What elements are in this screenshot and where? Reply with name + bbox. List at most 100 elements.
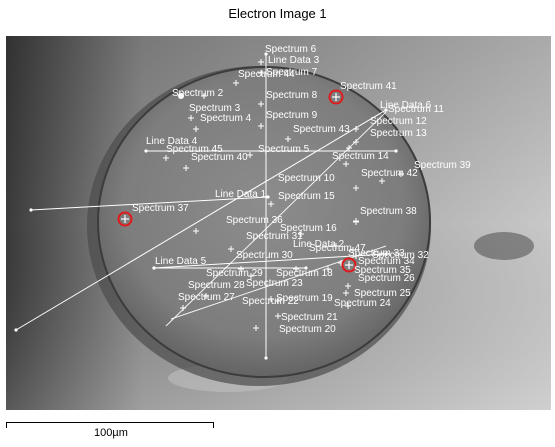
spectrum-marker-s30 [228, 246, 234, 252]
spectrum-label-s31: Spectrum 31 [246, 231, 303, 242]
spectrum-marker-s3 [188, 115, 194, 121]
surface-dark-spot [474, 232, 534, 260]
spectrum-label-s22: Spectrum 22 [242, 296, 299, 307]
spectrum-marker-s45 [163, 155, 169, 161]
spectrum-label-s4: Spectrum 4 [200, 113, 252, 124]
image-title: Electron Image 1 [228, 6, 327, 21]
line-endpoint [384, 108, 388, 112]
spectrum-label-s23: Spectrum 23 [246, 278, 303, 289]
spectrum-label-s45: Spectrum 45 [166, 144, 223, 155]
spectrum-label-s6: Spectrum 6 [265, 44, 317, 55]
spectrum-marker-s27 [180, 305, 186, 311]
spectrum-label-s36: Spectrum 36 [226, 215, 283, 226]
spectrum-label-s12: Spectrum 12 [370, 116, 427, 127]
spectrum-label-s40: Spectrum 40 [191, 152, 248, 163]
spectrum-label-s16: Spectrum 16 [280, 223, 337, 234]
spectrum-label-s35: Spectrum 35 [354, 265, 411, 276]
spectrum-marker-s40 [183, 165, 189, 171]
spectrum-label-s25: Spectrum 25 [354, 288, 411, 299]
spectrum-label-s9: Spectrum 9 [266, 110, 318, 121]
spectrum-marker-s38 [353, 219, 359, 225]
spectrum-label-s15: Spectrum 15 [278, 191, 335, 202]
highlight-ring-s37 [117, 211, 133, 227]
spectrum-marker-s32 [350, 247, 356, 253]
spectrum-label-s2: Spectrum 2 [172, 88, 224, 99]
spectrum-label-s30: Spectrum 30 [236, 250, 293, 261]
spectrum-marker-s6 [258, 59, 264, 65]
spectrum-label-s18: Spectrum 18 [276, 268, 333, 279]
spectrum-label-s38: Spectrum 38 [360, 206, 417, 217]
highlight-ring-s34 [341, 257, 357, 273]
spectrum-marker-s9 [258, 123, 264, 129]
spectrum-label-s26: Spectrum 26 [358, 273, 415, 284]
spectrum-marker-s12 [353, 139, 359, 145]
spectrum-marker-s5 [247, 152, 253, 158]
spectrum-marker-s44 [233, 80, 239, 86]
spectrum-marker-s22 [268, 296, 274, 302]
spectrum-marker-s43 [285, 136, 291, 142]
spectrum-marker-s14 [343, 161, 349, 167]
spectrum-label-s29: Spectrum 29 [206, 268, 263, 279]
spectrum-label-s39: Spectrum 39 [414, 160, 471, 171]
line-label-l2: Line Data 2 [293, 239, 345, 250]
line-endpoint [304, 266, 308, 270]
spectrum-label-s32: Spectrum 32 [372, 250, 429, 261]
spectrum-marker-s35 [325, 266, 331, 272]
spectrum-marker-s23 [248, 273, 254, 279]
line-endpoint [264, 52, 268, 56]
spectrum-marker-s13 [346, 145, 352, 151]
spectrum-label-s41: Spectrum 41 [340, 81, 397, 92]
spectrum-label-s11: Spectrum 11 [388, 104, 444, 115]
spectrum-marker-s2 [201, 93, 207, 99]
spectrum-label-s13: Spectrum 13 [370, 128, 427, 139]
spectrum-label-s21: Spectrum 21 [281, 312, 338, 323]
electron-image: Line Data 1 Line Data 2 Line Data 3 Line Da… [6, 36, 551, 410]
line-label-l6: Line Data 6 [380, 100, 432, 111]
spectrum-marker-s25 [343, 290, 349, 296]
spectrum-label-s27: Spectrum 27 [178, 292, 235, 303]
scale-bar [6, 422, 214, 428]
spectrum-marker-s10 [353, 185, 359, 191]
spectrum-label-s37: Spectrum 37 [132, 203, 189, 214]
spectrum-marker-s47 [353, 253, 359, 259]
spectrum-label-s47: Spectrum 47 [309, 243, 366, 254]
line-endpoint [144, 149, 148, 153]
spectrum-marker-s28 [203, 293, 209, 299]
sample-disk [97, 66, 431, 378]
spectrum-marker-s24 [345, 303, 351, 309]
spectrum-label-s8: Spectrum 8 [266, 90, 318, 101]
spectrum-marker-s19 [275, 298, 281, 304]
annotation-labels: Line Data 1 Line Data 2 Line Data 3 Line Da… [132, 44, 471, 335]
spectrum-marker-s29 [238, 266, 244, 272]
line-scan-l6 [15, 109, 387, 331]
electron-image-canvas: Line Data 1 Line Data 2 Line Data 3 Line Da… [6, 36, 551, 410]
spectrum-label-s33: Spectrum 33 [348, 248, 405, 259]
line-endpoint [266, 195, 270, 199]
spectrum-label-s34: Spectrum 34 [358, 256, 415, 267]
spectrum-marker-s42 [379, 178, 385, 184]
spectrum-label-s5: Spectrum 5 [258, 144, 310, 155]
spectrum-label-s28: Spectrum 28 [188, 280, 245, 291]
spectrum-label-s24: Spectrum 24 [334, 298, 391, 309]
spectrum-marker-s36 [193, 228, 199, 234]
spectrum-marker-s15 [268, 201, 274, 207]
spectrum-label-s43: Spectrum 43 [293, 124, 350, 135]
spectrum-markers [117, 59, 404, 331]
line-endpoint [14, 328, 18, 332]
bright-particle [178, 93, 184, 99]
scale-label: 100µm [94, 427, 128, 439]
spectrum-marker-s21 [275, 313, 281, 319]
line-label-l4: Line Data 4 [146, 136, 198, 147]
spectrum-marker-s8 [258, 101, 264, 107]
spectrum-label-s44: Spectrum 44 [238, 69, 295, 80]
line-endpoint [264, 356, 268, 360]
line-endpoint [29, 208, 33, 212]
spectrum-label-s20: Spectrum 20 [279, 324, 336, 335]
line-scan-l2 [153, 253, 387, 269]
line-label-l3: Line Data 3 [268, 55, 320, 66]
spectrum-label-s3: Spectrum 3 [189, 103, 241, 114]
highlight-ring-s8 [328, 89, 344, 105]
spectrum-marker-s11 [353, 126, 359, 132]
spectrum-marker-s26 [345, 283, 351, 289]
spectrum-marker-s39 [398, 171, 404, 177]
